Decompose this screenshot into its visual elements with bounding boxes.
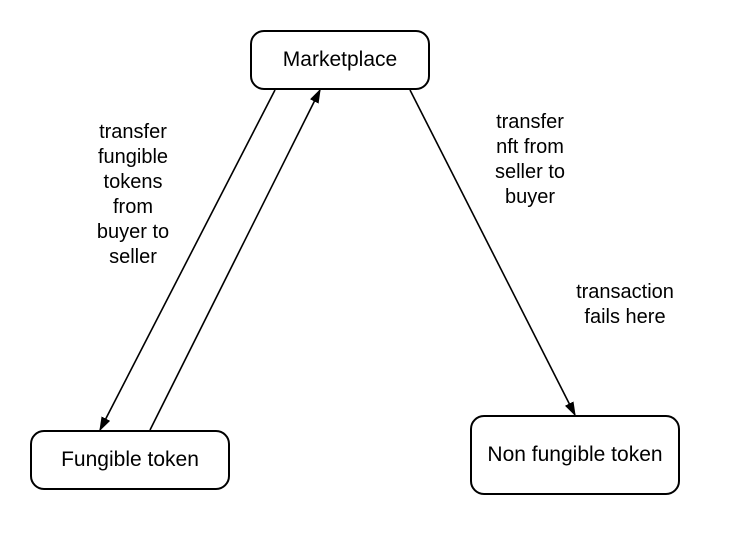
- node-nonfungible-label: Non fungible token: [487, 442, 662, 467]
- node-fungible: Fungible token: [30, 430, 230, 490]
- node-nonfungible: Non fungible token: [470, 415, 680, 495]
- edge-label-fungible-transfer: transfer fungible tokens from buyer to s…: [78, 120, 188, 270]
- node-marketplace: Marketplace: [250, 30, 430, 90]
- node-marketplace-label: Marketplace: [283, 47, 397, 72]
- node-fungible-label: Fungible token: [61, 447, 199, 472]
- edge-label-nft-transfer: transfer nft from seller to buyer: [475, 110, 585, 210]
- edge-label-transaction-fails: transaction fails here: [555, 280, 695, 330]
